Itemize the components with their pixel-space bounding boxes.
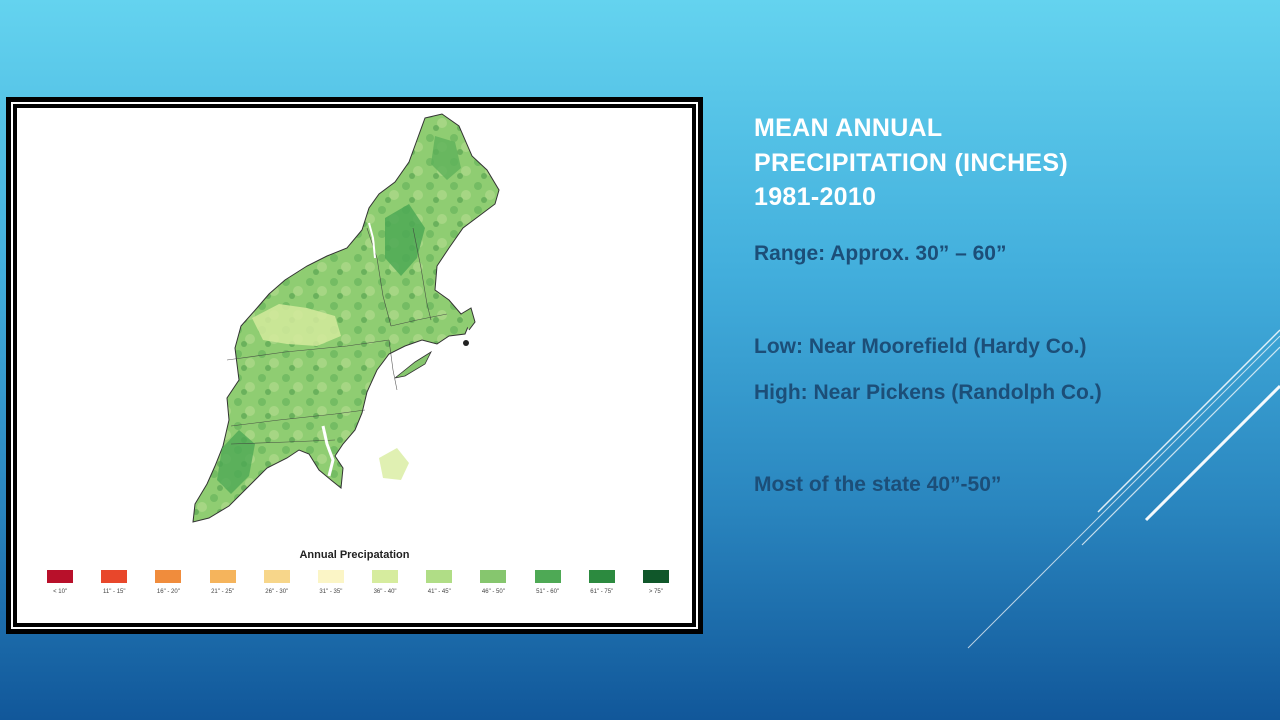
northeast-precipitation-map [192,113,500,523]
legend-item: 46" - 50" [467,570,519,595]
legend-swatch [426,570,453,583]
legend-swatch [209,570,236,583]
island [463,340,469,346]
chesapeake-bay [321,425,335,477]
low-text: Low: Near Moorefield (Hardy Co.) [754,335,1087,358]
legend-item: < 10" [34,570,86,595]
legend-item: 31" - 35" [305,570,357,595]
wet-zone-mountains [385,204,425,276]
title-line-3: 1981-2010 [754,183,877,211]
legend-label: 51" - 60" [536,589,560,595]
deco-line-2 [1081,346,1280,546]
long-island [394,350,432,379]
legend-swatch [317,570,344,583]
deco-line-3 [1144,384,1280,522]
slide-title: MEAN ANNUAL PRECIPITATION (INCHES) 1981-… [754,111,1174,215]
legend-label: 31" - 35" [319,589,343,595]
legend-swatch [263,570,290,583]
dry-band-2 [379,448,409,480]
legend-item: 41" - 45" [413,570,465,595]
legend-label: 46" - 50" [481,589,505,595]
lake-champlain [368,222,376,259]
map-frame-inner-border [11,102,698,629]
legend-item: 51" - 60" [522,570,574,595]
dry-band [252,304,341,346]
legend-label: 26" - 30" [265,589,289,595]
legend-label: > 75" [648,589,663,595]
legend-item: > 75" [630,570,682,595]
legend-swatch [155,570,182,583]
legend-swatch [47,570,74,583]
legend-label: 36" - 40" [373,589,397,595]
range-text: Range: Approx. 30” – 60” [754,242,1007,265]
legend-label: 16" - 20" [156,589,180,595]
map-picture-frame: Annual Precipatation < 10" 11" - 15" 16" -… [6,97,703,634]
title-line-2: PRECIPITATION (INCHES) [754,148,1069,177]
most-text: Most of the state 40”-50” [754,473,1002,496]
legend-item: 11" - 15" [88,570,140,595]
high-text: High: Near Pickens (Randolph Co.) [754,381,1102,404]
state-boundaries [226,227,448,445]
legend-item: 21" - 25" [197,570,249,595]
legend-item: 36" - 40" [359,570,411,595]
cape-cod [460,307,476,331]
legend-swatch [534,570,561,583]
legend-item: 26" - 30" [251,570,303,595]
precipitation-legend: < 10" 11" - 15" 16" - 20" 21" - 25" 26" - 30… [33,570,683,610]
region-shape [192,113,500,523]
legend-item: 61" - 75" [576,570,628,595]
legend-swatch [101,570,128,583]
title-line-1: MEAN ANNUAL [754,114,943,142]
legend-swatch [588,570,615,583]
wet-zone-appalachian [217,430,255,494]
precipitation-map: Annual Precipatation < 10" 11" - 15" 16" -… [17,108,692,623]
legend-swatch [480,570,507,583]
legend-swatch [642,570,669,583]
wet-zone-north [431,136,461,180]
legend-label: 21" - 25" [211,589,235,595]
legend-label: < 10" [53,589,68,595]
legend-item: 16" - 20" [142,570,194,595]
legend-label: 61" - 75" [590,589,614,595]
legend-label: 11" - 15" [103,589,126,595]
legend-swatch [372,570,399,583]
legend-label: 41" - 45" [427,589,451,595]
legend-title: Annual Precipatation [299,549,410,561]
